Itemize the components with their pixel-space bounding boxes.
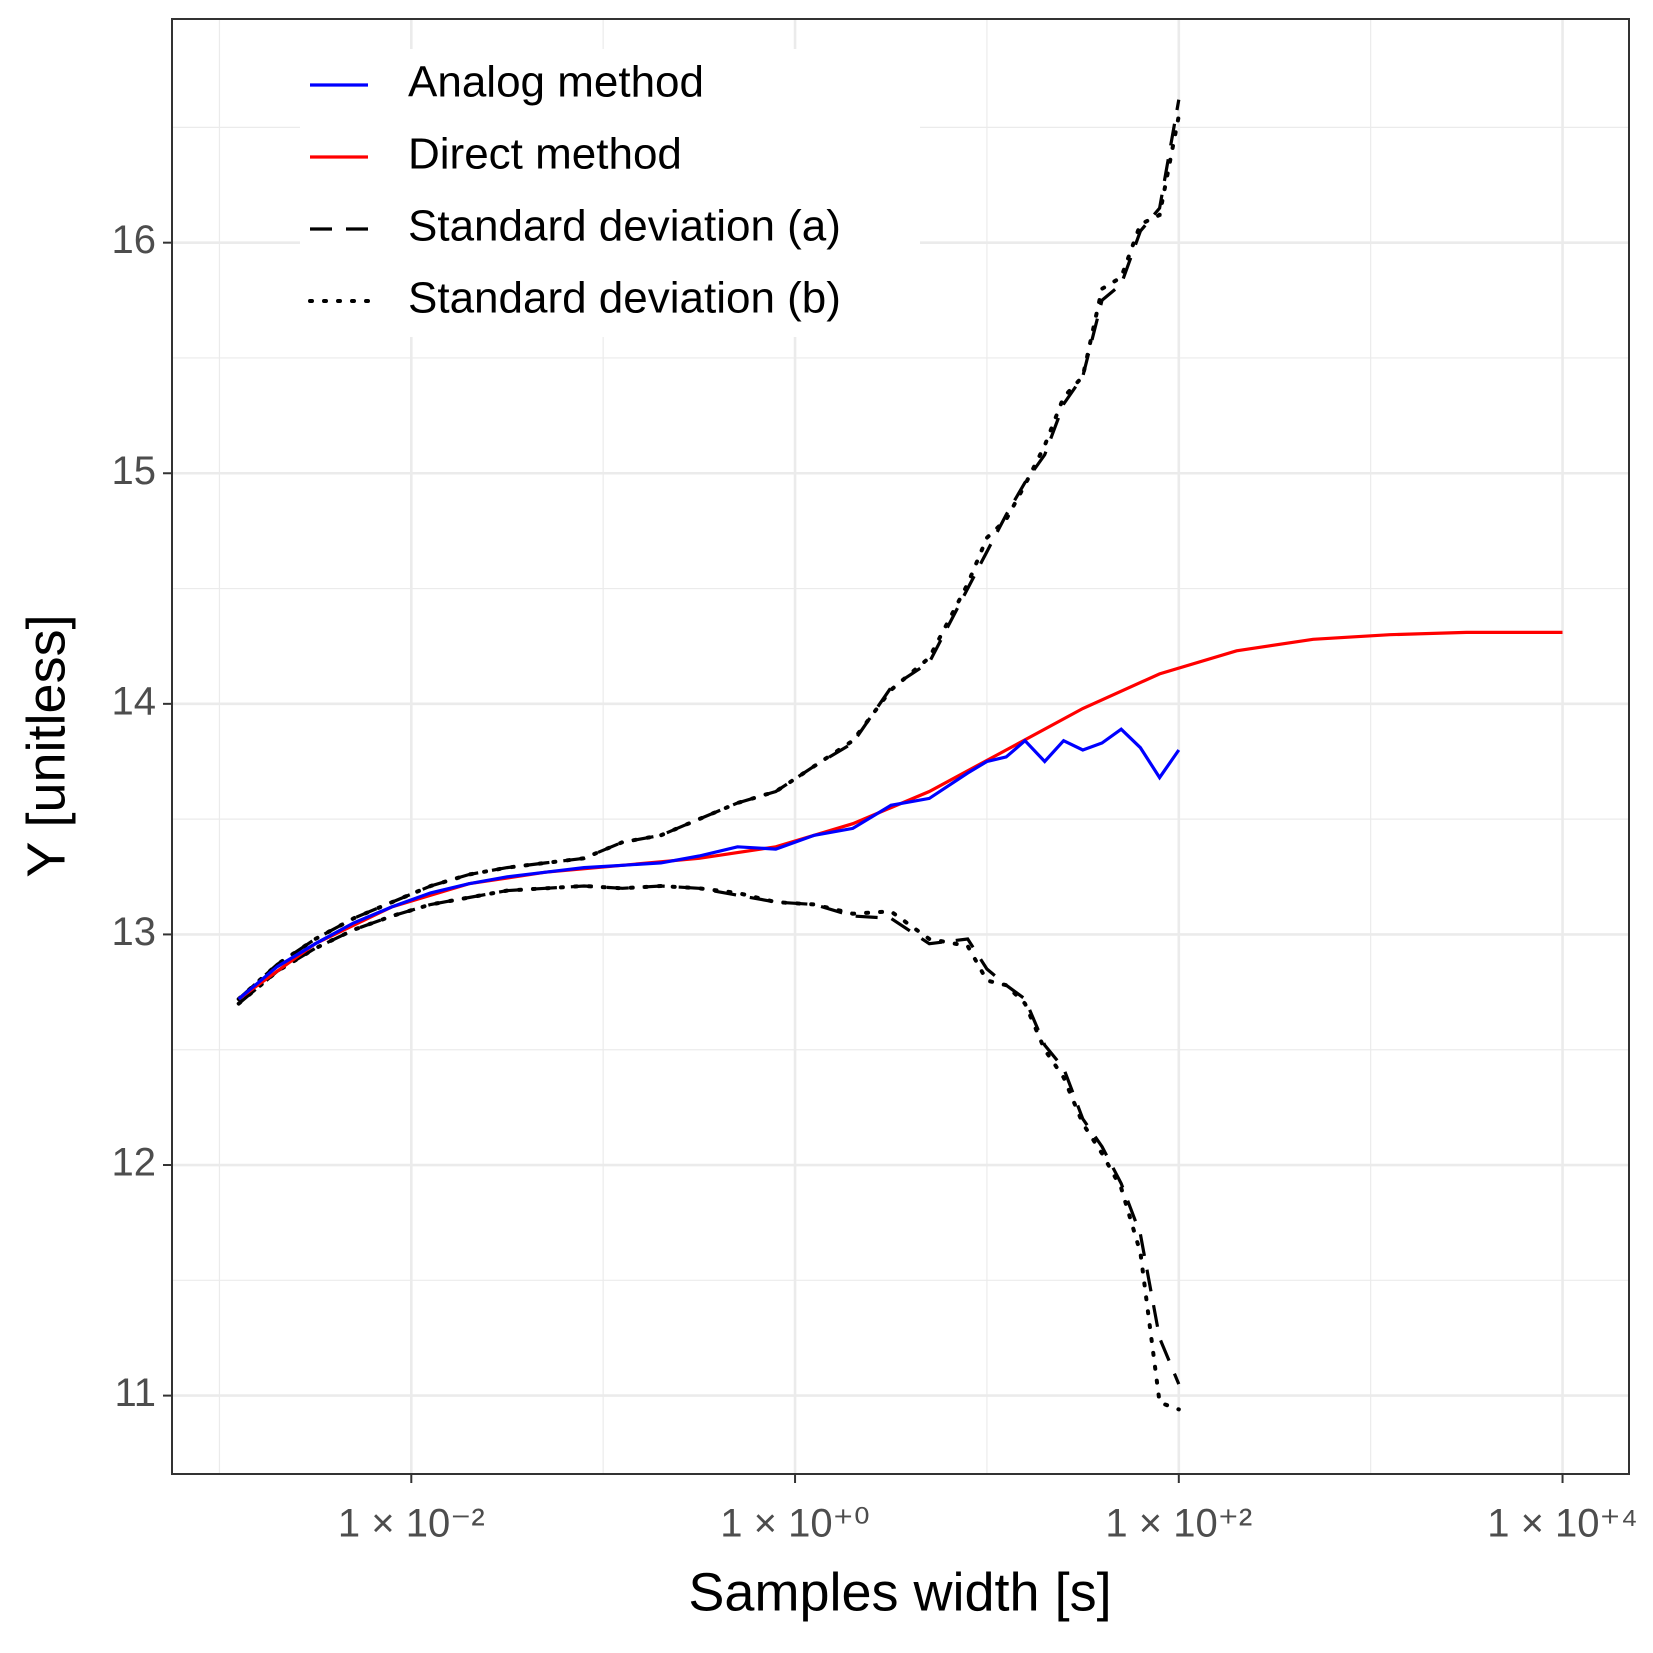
series-line bbox=[237, 884, 1181, 1385]
y-tick-label: 15 bbox=[112, 449, 157, 493]
legend-label: Direct method bbox=[408, 130, 682, 179]
y-tick-label: 14 bbox=[112, 679, 157, 723]
x-axis-title: Samples width [s] bbox=[688, 1562, 1111, 1622]
y-tick-label: 13 bbox=[112, 910, 157, 954]
series-line bbox=[236, 883, 1181, 1412]
x-tick-label: 1 × 10⁺⁴ bbox=[1487, 1502, 1638, 1546]
series-line bbox=[237, 727, 1181, 1001]
x-tick-label: 1 × 10⁻² bbox=[338, 1502, 485, 1546]
legend-label: Analog method bbox=[408, 58, 704, 107]
series-line bbox=[236, 113, 1181, 1001]
legend-background bbox=[300, 49, 920, 337]
x-tick-label: 1 × 10⁺² bbox=[1105, 1502, 1252, 1546]
y-tick-label: 12 bbox=[112, 1141, 157, 1185]
y-tick-label: 11 bbox=[114, 1371, 156, 1415]
legend-label: Standard deviation (a) bbox=[408, 202, 841, 251]
x-tick-label: 1 × 10⁺⁰ bbox=[720, 1502, 869, 1546]
y-axis-title: Y [unitless] bbox=[16, 614, 76, 877]
y-tick-label: 16 bbox=[112, 218, 157, 262]
legend-label: Standard deviation (b) bbox=[408, 274, 841, 323]
plot-border bbox=[171, 18, 1630, 1475]
